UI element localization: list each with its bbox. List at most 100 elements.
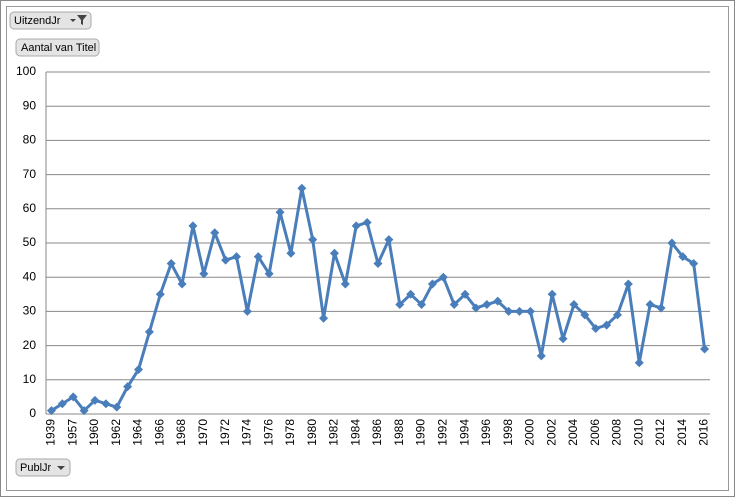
data-point [373, 259, 383, 269]
x-tick-label: 1996 [479, 419, 493, 446]
button-bg[interactable] [15, 458, 71, 477]
data-point [199, 269, 209, 279]
data-point [656, 303, 666, 313]
x-tick-label: 1984 [348, 419, 362, 446]
data-point [569, 300, 579, 310]
data-point [166, 259, 176, 269]
data-point [591, 324, 601, 333]
data-point [449, 300, 459, 310]
x-tick-label: 1980 [305, 419, 319, 446]
x-tick-label: 1994 [457, 419, 471, 446]
data-point [536, 351, 546, 361]
data-point [395, 300, 405, 310]
x-tick-label: 2000 [523, 419, 537, 446]
data-point [101, 399, 111, 409]
y-tick-label: 50 [23, 235, 37, 249]
x-tick-label: 2002 [544, 419, 558, 446]
x-tick-label: 1992 [435, 419, 449, 446]
data-point [46, 406, 56, 416]
button-bg[interactable] [9, 11, 92, 30]
data-point [351, 221, 361, 231]
y-tick-label: 40 [23, 269, 37, 283]
data-point [123, 382, 133, 392]
data-point [417, 300, 427, 310]
data-point [90, 395, 100, 405]
y-tick-label: 20 [23, 338, 37, 352]
data-point [112, 402, 122, 412]
x-tick-label: 2006 [588, 419, 602, 446]
data-point [504, 306, 514, 316]
data-point [177, 279, 187, 289]
data-point [384, 235, 394, 245]
data-point [340, 279, 350, 289]
x-tick-label: 1970 [196, 419, 210, 446]
y-tick-label: 0 [29, 406, 36, 420]
y-tick-label: 30 [23, 304, 37, 318]
x-tick-label: 2016 [697, 419, 711, 446]
x-tick-label: 1998 [501, 419, 515, 446]
data-point [155, 289, 165, 299]
x-tick-label: 2014 [675, 419, 689, 446]
x-tick-label: 1972 [218, 419, 232, 446]
x-tick-label: 1939 [44, 419, 58, 446]
data-point [471, 303, 481, 313]
data-point [406, 289, 416, 299]
data-point [482, 300, 492, 310]
data-point [438, 272, 448, 282]
data-point [427, 279, 437, 289]
data-point [493, 296, 503, 306]
y-tick-label: 60 [23, 201, 37, 215]
button-label[interactable]: Aantal van Titel [21, 42, 96, 54]
data-point [286, 248, 296, 258]
data-point [645, 300, 655, 310]
data-point [362, 217, 372, 227]
data-point [634, 358, 644, 368]
data-point [210, 228, 220, 238]
data-point [253, 252, 263, 262]
data-point [460, 289, 470, 299]
data-point [68, 392, 78, 402]
data-point [188, 221, 198, 231]
data-point [308, 235, 318, 245]
data-point [79, 406, 89, 416]
y-tick-label: 100 [16, 64, 36, 78]
x-tick-label: 1978 [283, 419, 297, 446]
x-tick-label: 2004 [566, 419, 580, 446]
filter-icon [70, 15, 87, 25]
button-label[interactable]: PublJr [20, 462, 52, 474]
y-tick-label: 70 [23, 167, 37, 181]
axis-button[interactable]: PublJr [15, 458, 71, 477]
x-tick-label: 2008 [610, 419, 624, 446]
data-point [144, 327, 154, 337]
button-label[interactable]: UitzendJr [14, 15, 61, 27]
data-point [678, 252, 688, 262]
data-point [57, 399, 67, 409]
x-tick-label: 1986 [370, 419, 384, 446]
y-tick-label: 10 [23, 372, 37, 386]
button-bg[interactable] [15, 38, 100, 57]
data-point [558, 334, 568, 344]
data-point [700, 344, 710, 354]
data-point [275, 207, 285, 217]
data-point [547, 289, 557, 299]
plot-area-border [6, 6, 729, 491]
x-tick-label: 1976 [261, 419, 275, 446]
data-point [264, 269, 274, 279]
x-tick-label: 1968 [174, 419, 188, 446]
data-point [623, 279, 633, 289]
x-tick-label: 1962 [109, 419, 123, 446]
x-tick-label: 1966 [152, 419, 166, 446]
data-point [602, 320, 612, 330]
data-point [525, 306, 535, 316]
x-tick-label: 1982 [327, 419, 341, 446]
data-point [319, 313, 329, 323]
data-point [242, 306, 252, 316]
data-point [297, 183, 307, 193]
x-tick-label: 1988 [392, 419, 406, 446]
values-button[interactable]: Aantal van Titel [15, 38, 100, 57]
data-point [667, 238, 677, 248]
data-point [231, 252, 241, 262]
filter-button[interactable]: UitzendJr [9, 11, 92, 30]
